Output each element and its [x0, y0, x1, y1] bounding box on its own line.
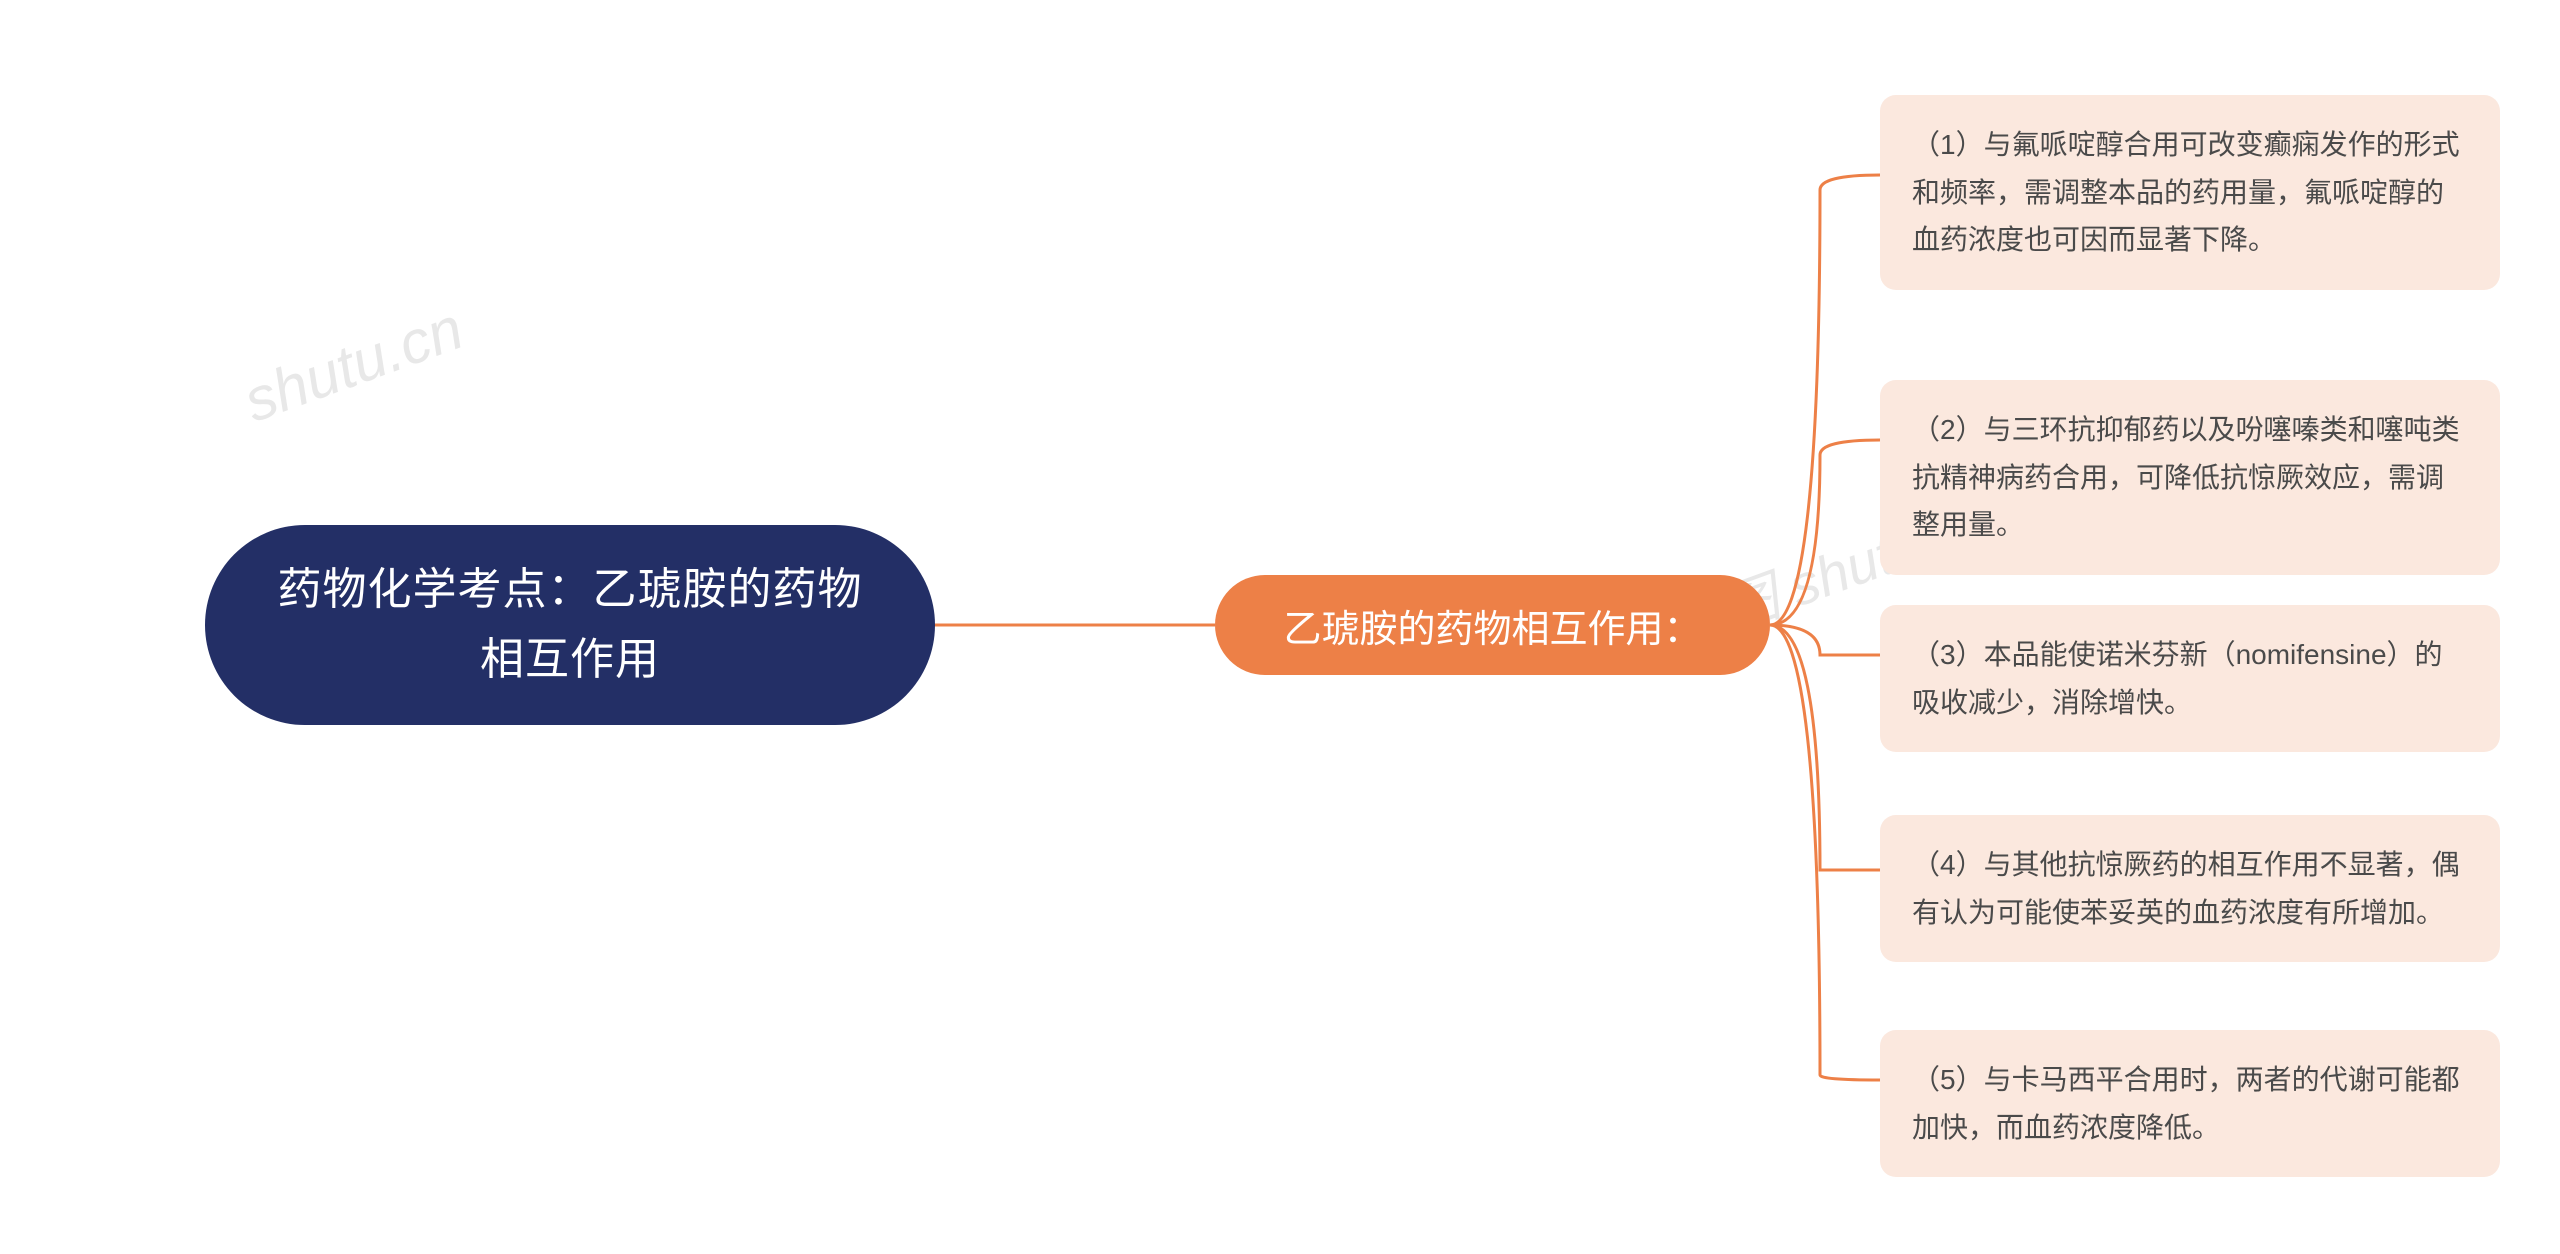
leaf-node[interactable]: （4）与其他抗惊厥药的相互作用不显著，偶有认为可能使苯妥英的血药浓度有所增加。 [1880, 815, 2500, 962]
leaf-node[interactable]: （2）与三环抗抑郁药以及吩噻嗪类和噻吨类抗精神病药合用，可降低抗惊厥效应，需调整… [1880, 380, 2500, 575]
mindmap-container: 药物化学考点：乙琥胺的药物相互作用 乙琥胺的药物相互作用： （1）与氟哌啶醇合用… [0, 0, 2560, 1254]
leaf-node[interactable]: （3）本品能使诺米芬新（nomifensine）的吸收减少，消除增快。 [1880, 605, 2500, 752]
level1-node[interactable]: 乙琥胺的药物相互作用： [1215, 575, 1770, 675]
leaf-node-text: （5）与卡马西平合用时，两者的代谢可能都加快，而血药浓度降低。 [1912, 1056, 2468, 1151]
leaf-node-text: （4）与其他抗惊厥药的相互作用不显著，偶有认为可能使苯妥英的血药浓度有所增加。 [1912, 841, 2468, 936]
leaf-node[interactable]: （1）与氟哌啶醇合用可改变癫痫发作的形式和频率，需调整本品的药用量，氟哌啶醇的血… [1880, 95, 2500, 290]
leaf-node-text: （1）与氟哌啶醇合用可改变癫痫发作的形式和频率，需调整本品的药用量，氟哌啶醇的血… [1912, 121, 2468, 264]
leaf-node-text: （2）与三环抗抑郁药以及吩噻嗪类和噻吨类抗精神病药合用，可降低抗惊厥效应，需调整… [1912, 406, 2468, 549]
root-node[interactable]: 药物化学考点：乙琥胺的药物相互作用 [205, 525, 935, 725]
leaf-node[interactable]: （5）与卡马西平合用时，两者的代谢可能都加快，而血药浓度降低。 [1880, 1030, 2500, 1177]
root-node-text: 药物化学考点：乙琥胺的药物相互作用 [265, 555, 875, 696]
level1-node-text: 乙琥胺的药物相互作用： [1283, 598, 1701, 653]
leaf-node-text: （3）本品能使诺米芬新（nomifensine）的吸收减少，消除增快。 [1912, 631, 2468, 726]
